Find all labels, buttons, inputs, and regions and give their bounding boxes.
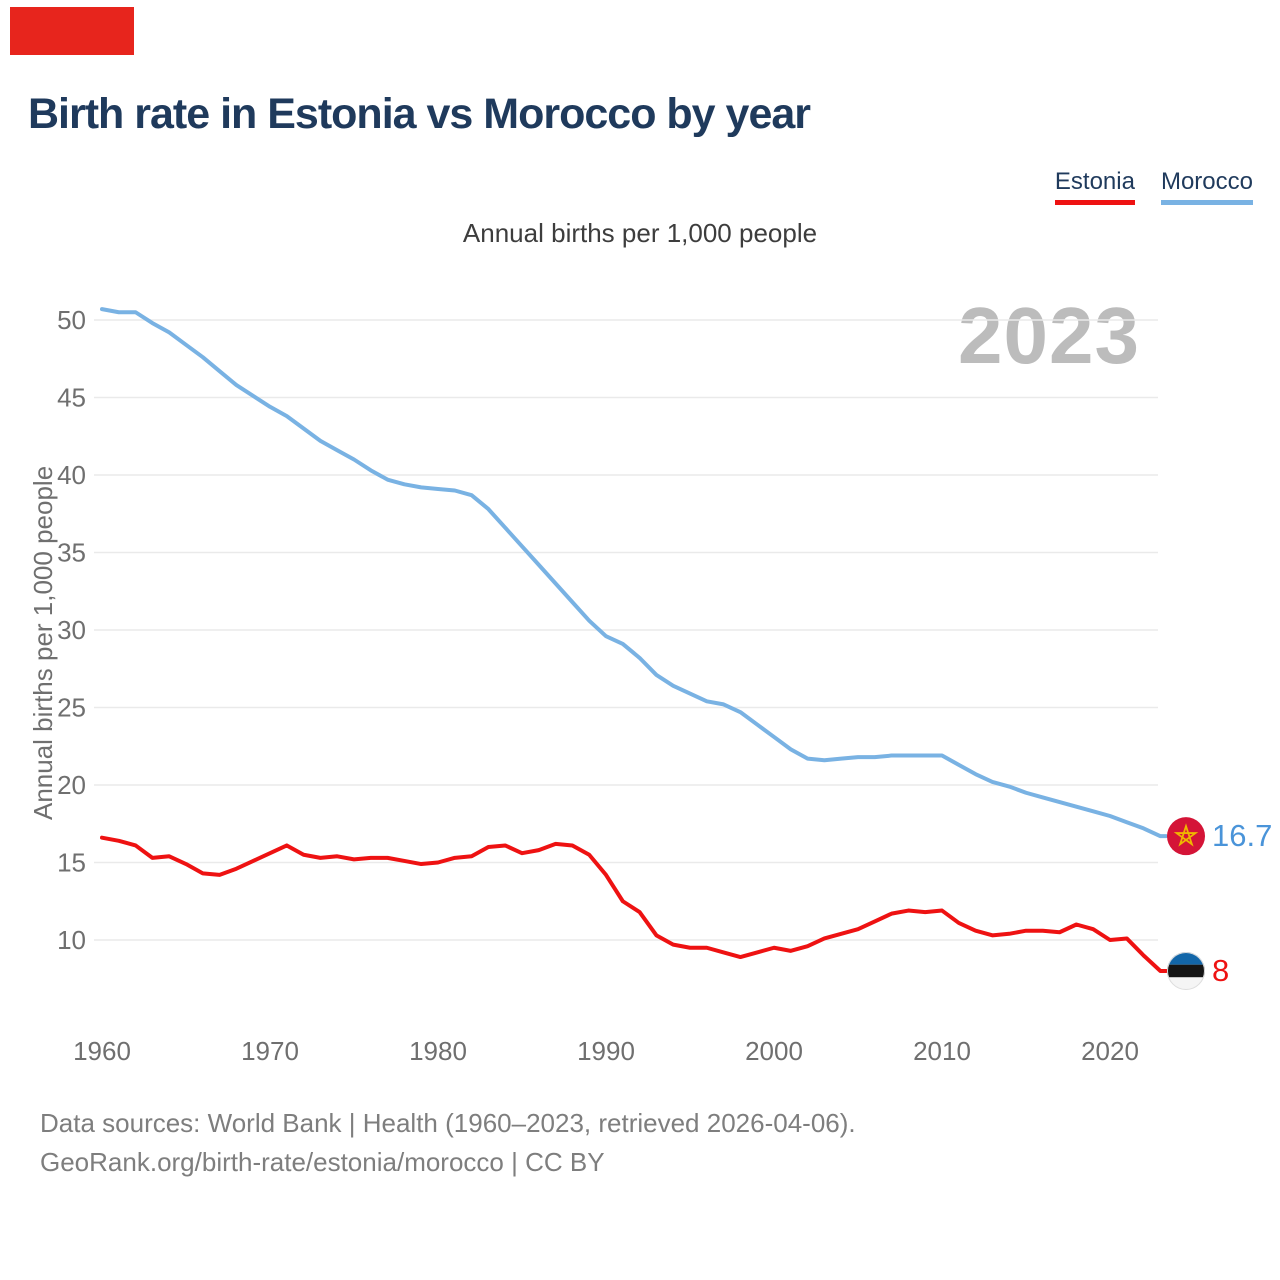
- x-tick-label: 1990: [577, 1036, 635, 1066]
- y-tick-label: 30: [57, 615, 86, 645]
- x-tick-label: 2010: [913, 1036, 971, 1066]
- x-tick-label: 2000: [745, 1036, 803, 1066]
- x-tick-label: 1960: [73, 1036, 131, 1066]
- y-tick-label: 40: [57, 460, 86, 490]
- y-tick-label: 45: [57, 383, 86, 413]
- morocco-line: [100, 307, 1168, 839]
- morocco-end-value-label: 16.7: [1212, 818, 1272, 853]
- chart-subtitle: Annual births per 1,000 people: [462, 218, 818, 248]
- y-tick-label: 20: [57, 770, 86, 800]
- morocco-flag-badge: [1167, 817, 1205, 856]
- x-tick-label: 2020: [1081, 1036, 1139, 1066]
- y-tick-label: 25: [57, 693, 86, 723]
- year-watermark: 2023: [958, 291, 1140, 380]
- footer-sources-line: Data sources: World Bank | Health (1960–…: [40, 1108, 856, 1138]
- red-rectangle-marker: [10, 7, 134, 55]
- x-tick-label: 1970: [241, 1036, 299, 1066]
- page-title: Birth rate in Estonia vs Morocco by year: [28, 90, 811, 138]
- x-tick-label: 1980: [409, 1036, 467, 1066]
- legend: Estonia Morocco: [1054, 168, 1253, 205]
- y-tick-label: 35: [57, 538, 86, 568]
- y-tick-label: 50: [57, 305, 86, 335]
- estonia-end-value-label: 8: [1212, 953, 1229, 988]
- legend-item-morocco[interactable]: Morocco: [1160, 168, 1253, 205]
- footer: Data sources: World Bank | Health (1960–…: [40, 1104, 1240, 1182]
- morocco-star-icon: [1173, 823, 1199, 847]
- footer-attribution-line: GeoRank.org/birth-rate/estonia/morocco |…: [40, 1147, 605, 1177]
- y-tick-label: 15: [57, 848, 86, 878]
- estonia-line: [100, 835, 1168, 973]
- legend-item-estonia[interactable]: Estonia: [1054, 168, 1135, 205]
- y-tick-label: 10: [57, 925, 86, 955]
- estonia-flag-badge: [1167, 952, 1205, 990]
